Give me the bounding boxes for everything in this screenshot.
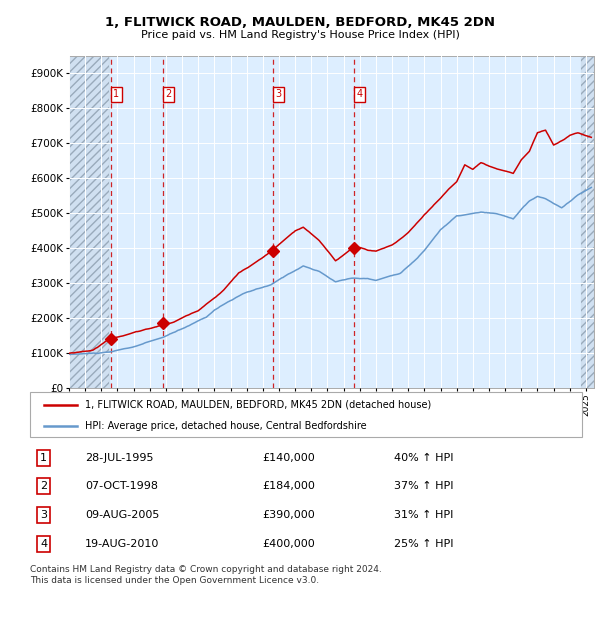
- Bar: [69, 56, 109, 388]
- Text: 09-AUG-2005: 09-AUG-2005: [85, 510, 160, 520]
- Text: HPI: Average price, detached house, Central Bedfordshire: HPI: Average price, detached house, Cent…: [85, 421, 367, 431]
- Text: £140,000: £140,000: [262, 453, 314, 463]
- Text: 4: 4: [40, 539, 47, 549]
- Text: 4: 4: [356, 89, 362, 99]
- Text: 28-JUL-1995: 28-JUL-1995: [85, 453, 154, 463]
- Text: 2: 2: [40, 481, 47, 491]
- Bar: [69, 56, 109, 388]
- FancyBboxPatch shape: [30, 392, 582, 437]
- Bar: [581, 56, 594, 388]
- Text: 40% ↑ HPI: 40% ↑ HPI: [394, 453, 454, 463]
- Text: £390,000: £390,000: [262, 510, 314, 520]
- Text: 3: 3: [275, 89, 281, 99]
- Text: Contains HM Land Registry data © Crown copyright and database right 2024.
This d: Contains HM Land Registry data © Crown c…: [30, 565, 382, 585]
- Text: Price paid vs. HM Land Registry's House Price Index (HPI): Price paid vs. HM Land Registry's House …: [140, 30, 460, 40]
- Text: 3: 3: [40, 510, 47, 520]
- Text: 1, FLITWICK ROAD, MAULDEN, BEDFORD, MK45 2DN (detached house): 1, FLITWICK ROAD, MAULDEN, BEDFORD, MK45…: [85, 399, 431, 410]
- Text: 1, FLITWICK ROAD, MAULDEN, BEDFORD, MK45 2DN: 1, FLITWICK ROAD, MAULDEN, BEDFORD, MK45…: [105, 16, 495, 29]
- Text: 1: 1: [113, 89, 119, 99]
- Text: 37% ↑ HPI: 37% ↑ HPI: [394, 481, 454, 491]
- Text: 19-AUG-2010: 19-AUG-2010: [85, 539, 160, 549]
- Text: 31% ↑ HPI: 31% ↑ HPI: [394, 510, 454, 520]
- Text: £184,000: £184,000: [262, 481, 315, 491]
- Bar: [581, 56, 594, 388]
- Text: 07-OCT-1998: 07-OCT-1998: [85, 481, 158, 491]
- Text: £400,000: £400,000: [262, 539, 314, 549]
- Text: 2: 2: [166, 89, 172, 99]
- Text: 25% ↑ HPI: 25% ↑ HPI: [394, 539, 454, 549]
- Text: 1: 1: [40, 453, 47, 463]
